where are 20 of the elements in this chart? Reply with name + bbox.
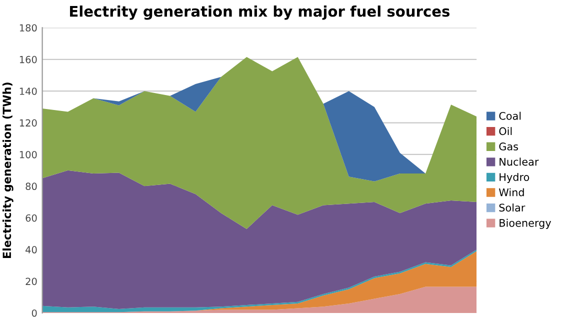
legend-label: Coal: [499, 112, 521, 120]
legend-label: Hydro: [500, 172, 530, 184]
y-tick-label: 20: [26, 278, 37, 286]
legend-label: Oil: [499, 127, 512, 136]
y-tick-label: 40: [26, 246, 37, 254]
y-tick-label: 120: [20, 119, 37, 127]
y-tick-label: 100: [20, 150, 37, 158]
y-tick-label: 180: [20, 24, 37, 32]
y-tick-label: 140: [20, 88, 37, 95]
y-axis-title: Electricity generation (TWh): [2, 82, 14, 258]
chart-title: Electrity generation mix by major fuel sources: [70, 6, 450, 20]
y-tick-label: 0: [32, 309, 37, 317]
y-tick-label: 160: [20, 56, 37, 64]
legend-label: Wind: [498, 188, 524, 196]
legend-label: Solar: [499, 204, 526, 212]
legend-label: Gas: [499, 142, 518, 150]
legend-label: Bioenergy: [500, 218, 552, 229]
y-tick-label: 60: [26, 214, 37, 222]
legend-label: Nuclear: [500, 158, 539, 166]
y-tick-label: 80: [26, 182, 37, 190]
